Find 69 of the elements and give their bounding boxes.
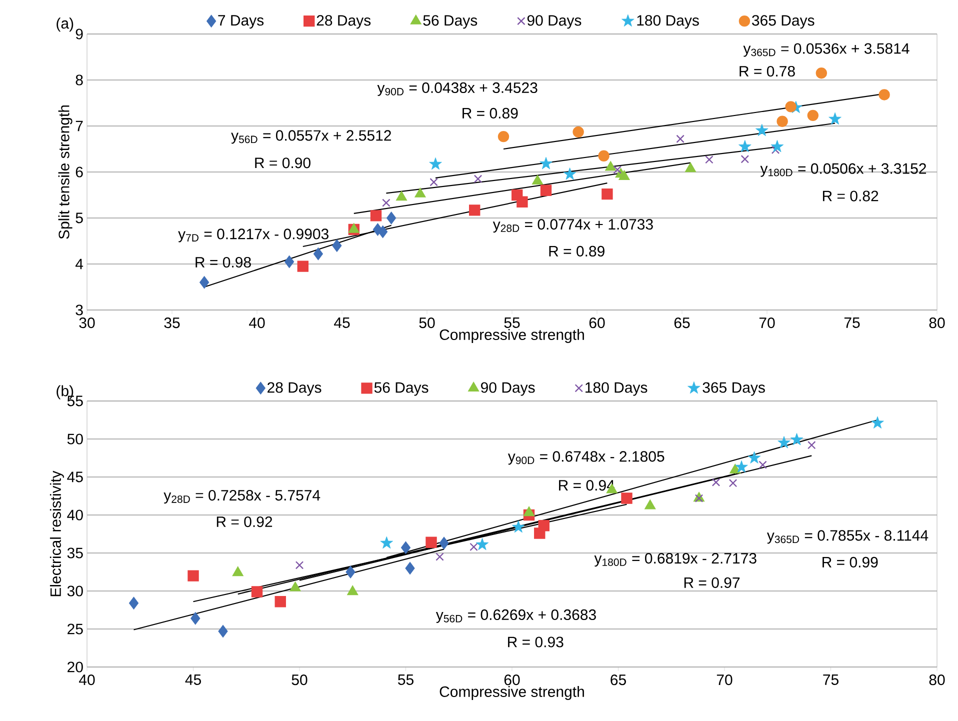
annotation: y$_{90D}$ = 0.0438x + 3.4523	[377, 82, 538, 96]
annotation: R = 0.98	[196, 256, 251, 268]
x-tick-label: 75	[823, 674, 838, 685]
x-tick-label: 70	[716, 674, 732, 686]
annotation: y$_{180D}$ = 0.0506x + 3.3152	[760, 163, 926, 177]
x-tick-label: 80	[929, 674, 945, 686]
annotation: y$_{365D}$ = 0.0536x + 3.5814	[743, 43, 910, 57]
y-tick-label: 6	[76, 166, 83, 178]
x-tick-label: 35	[164, 318, 180, 328]
y-axis-title: Electrical resistivity	[50, 470, 64, 596]
annotation: y$_{28D}$ = 0.0774x + 1.0733	[492, 219, 653, 233]
annotation: y$_{365D}$ = 0.7855x - 8.1144	[766, 530, 928, 544]
x-axis-title: Compressive strength	[440, 328, 584, 343]
y-tick-label: 5	[76, 212, 83, 224]
y-tick-label: 50	[67, 434, 83, 444]
y-tick-label: 45	[67, 472, 83, 482]
annotation: R = 0.82	[822, 190, 878, 202]
legend-label: 90 Days	[481, 382, 535, 396]
y-tick-label: 8	[76, 74, 83, 86]
annotation: R = 0.99	[822, 556, 878, 568]
annotation: y$_{56D}$ = 0.6269x + 0.3683	[436, 609, 596, 623]
x-tick-label: 65	[610, 674, 626, 686]
annotation: R = 0.78	[740, 66, 795, 77]
x-tick-label: 45	[334, 318, 350, 328]
annotation: y$_{180D}$ = 0.6819x - 2.7173	[594, 553, 756, 567]
annotation: R = 0.90	[255, 158, 310, 168]
y-tick-label: 30	[67, 586, 83, 596]
annotation: R = 0.89	[462, 108, 518, 119]
x-tick-label: 50	[419, 318, 435, 328]
annotation: R = 0.89	[549, 246, 604, 257]
legend-label: 28 Days	[268, 382, 322, 396]
annotation: y$_{7D}$ = 0.1217x - 0.9903	[178, 228, 328, 242]
legend-label: 28 Days	[316, 15, 371, 29]
annotation: y$_{56D}$ = 0.0557x + 2.5512	[231, 130, 391, 144]
y-tick-label: 20	[68, 662, 83, 672]
legend-label: 90 Days	[527, 15, 582, 29]
x-tick-label: 80	[929, 318, 945, 328]
legend-label: 365 Days	[702, 382, 765, 396]
y-tick-label: 3	[76, 304, 83, 316]
annotation: y$_{28D}$ = 0.7258x - 5.7574	[164, 490, 320, 504]
y-tick-label: 35	[67, 548, 83, 558]
y-axis-title: Split tensile strength	[58, 105, 72, 239]
x-tick-label: 50	[292, 674, 308, 686]
annotation: y$_{90D}$ = 0.6748x - 2.1805	[508, 451, 664, 465]
x-tick-label: 70	[759, 318, 775, 328]
y-tick-label: 9	[76, 28, 83, 40]
x-tick-label: 55	[398, 674, 414, 685]
legend-label: 180 Days	[637, 15, 699, 29]
x-tick-label: 40	[249, 318, 265, 328]
legend-label: 56 Days	[423, 15, 478, 29]
y-tick-label: 4	[75, 258, 84, 270]
x-tick-label: 55	[504, 318, 520, 328]
x-tick-label: 45	[185, 674, 201, 685]
y-tick-label: 7	[76, 120, 83, 132]
x-tick-label: 60	[504, 674, 520, 686]
annotation: R = 0.97	[684, 577, 740, 588]
y-tick-label: 25	[68, 624, 83, 634]
annotation: R = 0.92	[216, 516, 272, 528]
annotation: R = 0.93	[508, 636, 564, 648]
text: (a)	[56, 18, 74, 32]
x-axis-title: Compressive strength	[440, 686, 584, 700]
legend-label: 180 Days	[586, 382, 648, 396]
y-tick-label: 40	[67, 510, 83, 520]
x-tick-label: 60	[589, 318, 605, 328]
legend-label: 365 Days	[752, 15, 814, 29]
x-tick-label: 65	[674, 318, 690, 328]
legend-label: 56 Days	[374, 382, 428, 396]
legend-label: 7 Days	[218, 15, 264, 29]
x-tick-label: 75	[844, 318, 860, 328]
